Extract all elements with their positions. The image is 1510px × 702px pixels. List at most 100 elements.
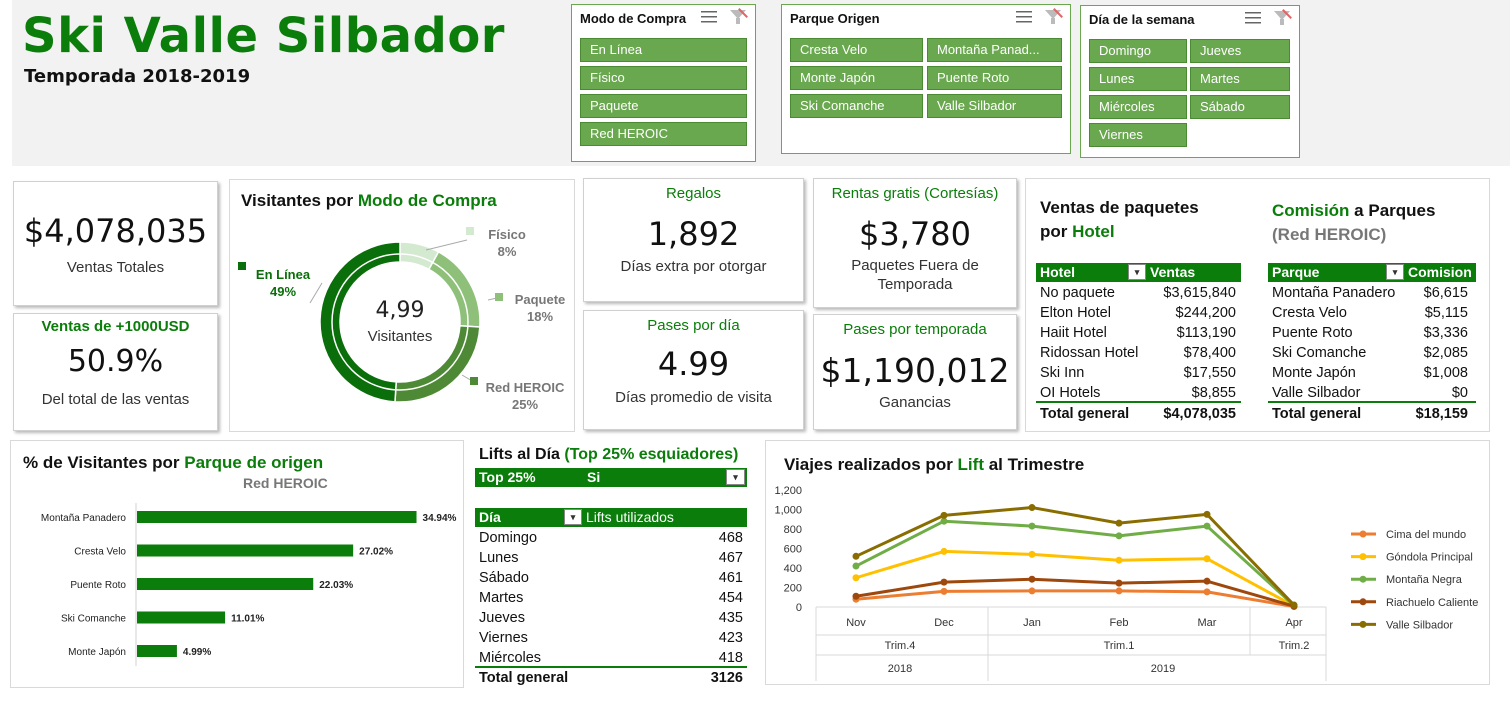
line-title-b: Lift [957, 455, 984, 474]
slice-label-pct: 18% [526, 309, 554, 324]
series-point[interactable] [940, 511, 948, 519]
quarter-label: Trim.1 [1104, 640, 1135, 652]
slicer-item[interactable]: Martes [1190, 67, 1290, 91]
legend-label[interactable]: Cima del mundo [1386, 529, 1466, 541]
col-header-ventas[interactable]: Ventas [1150, 264, 1196, 280]
filter-applied-icon[interactable]: ▾ [726, 469, 745, 485]
slicer-item[interactable]: Montaña Panad... [927, 38, 1062, 62]
series-line[interactable] [855, 589, 1295, 608]
table-row: Ski Inn $17,550 [1040, 363, 1236, 383]
cell-value: 435 [718, 610, 743, 626]
slicer-item[interactable]: Monte Japón [790, 66, 923, 90]
slicer-item[interactable]: Sábado [1190, 95, 1290, 119]
series-point[interactable] [1115, 532, 1123, 540]
series-point[interactable] [1203, 588, 1211, 596]
line-chart-card: Viajes realizados por Lift al Trimestre … [765, 440, 1490, 685]
cell-label: Sábado [479, 570, 529, 586]
slicer-item[interactable]: Viernes [1089, 123, 1187, 147]
series-point[interactable] [1203, 555, 1211, 563]
series-line[interactable] [855, 549, 1295, 608]
cell-value: $113,190 [1176, 325, 1236, 341]
series-point[interactable] [1028, 522, 1036, 530]
slice-label-name: Físico [488, 227, 526, 242]
lifts-filter-row: Top 25% Si ▾ [475, 468, 747, 487]
legend-swatch [470, 377, 478, 385]
slicer-item[interactable]: Domingo [1089, 39, 1187, 63]
series-point[interactable] [852, 562, 860, 570]
donut-card: Visitantes por Modo de Compra 4,99 Visit… [229, 179, 575, 432]
total-label: Total general [1272, 406, 1362, 422]
col-header-lifts[interactable]: Lifts utilizados [586, 509, 674, 525]
cell-value: $244,200 [1175, 305, 1236, 321]
cell-label: Ridossan Hotel [1040, 345, 1139, 361]
bar[interactable] [137, 645, 177, 657]
bar[interactable] [137, 578, 314, 590]
slicer-item[interactable]: En Línea [580, 38, 747, 62]
multi-select-icon[interactable] [701, 9, 719, 25]
donut-center-value: 4,99 [375, 298, 425, 323]
legend-label[interactable]: Góndola Principal [1386, 552, 1473, 564]
col-header-parque[interactable]: Parque [1272, 264, 1320, 280]
series-point[interactable] [1028, 575, 1036, 583]
col-header-hotel[interactable]: Hotel [1040, 264, 1075, 280]
series-point[interactable] [1290, 601, 1298, 609]
series-point[interactable] [940, 587, 948, 595]
series-point[interactable] [1115, 587, 1123, 595]
legend-label[interactable]: Montaña Negra [1386, 574, 1463, 586]
series-point[interactable] [1028, 504, 1036, 512]
slicer-item[interactable]: Paquete [580, 94, 747, 118]
slicer-item[interactable]: Puente Roto [927, 66, 1062, 90]
filter-dropdown-icon[interactable]: ▾ [564, 509, 582, 525]
table-row: Puente Roto $3,336 [1272, 323, 1468, 343]
filter-dropdown-icon[interactable]: ▾ [1128, 264, 1146, 280]
series-point[interactable] [940, 517, 948, 525]
slicer-item[interactable]: Miércoles [1089, 95, 1187, 119]
legend-label[interactable]: Valle Silbador [1386, 619, 1453, 631]
slicer-item[interactable]: Ski Comanche [790, 94, 923, 118]
multi-select-icon[interactable] [1016, 9, 1034, 25]
bar[interactable] [137, 544, 354, 557]
kpi-value: 50.9% [67, 344, 164, 379]
series-point[interactable] [1028, 550, 1036, 558]
series-line[interactable] [855, 519, 1296, 607]
col-header-comision[interactable]: Comision [1408, 264, 1472, 280]
slicer-item[interactable]: Jueves [1190, 39, 1290, 63]
series-line[interactable] [855, 506, 1296, 607]
donut-slice-0[interactable] [319, 241, 401, 403]
series-point[interactable] [1028, 587, 1036, 595]
series-point[interactable] [1115, 556, 1123, 564]
series-point[interactable] [852, 574, 860, 582]
multi-select-icon[interactable] [1245, 10, 1263, 26]
kpi-value: 1,892 [647, 215, 740, 253]
clear-filter-icon[interactable] [1273, 9, 1292, 26]
cell-label: Ski Comanche [1272, 345, 1367, 361]
series-point[interactable] [1115, 579, 1123, 587]
clear-filter-icon[interactable] [729, 8, 748, 25]
series-point[interactable] [852, 592, 860, 600]
legend-label[interactable]: Riachuelo Caliente [1386, 597, 1478, 609]
clear-filter-icon[interactable] [1044, 8, 1063, 25]
bar[interactable] [137, 611, 226, 624]
leader-line [309, 282, 323, 304]
series-point[interactable] [1115, 519, 1123, 527]
cell-value: $3,615,840 [1163, 285, 1236, 301]
slicer-item[interactable]: Red HEROIC [580, 122, 747, 146]
slicer-title: Día de la semana [1089, 12, 1195, 27]
series-point[interactable] [1203, 510, 1211, 518]
series-point[interactable] [852, 552, 860, 560]
table-row: Domingo 468 [479, 528, 743, 548]
donut-title-a: Visitantes por [241, 191, 358, 210]
bar[interactable] [137, 511, 417, 523]
series-point[interactable] [940, 578, 948, 586]
series-line[interactable] [855, 577, 1295, 608]
series-point[interactable] [1203, 522, 1211, 530]
total-label: Total general [1040, 406, 1130, 422]
series-point[interactable] [1203, 577, 1211, 585]
filter-dropdown-icon[interactable]: ▾ [1386, 264, 1404, 280]
slicer-item[interactable]: Físico [580, 66, 747, 90]
series-point[interactable] [940, 547, 948, 555]
slicer-item[interactable]: Cresta Velo [790, 38, 923, 62]
slicer-item[interactable]: Lunes [1089, 67, 1187, 91]
col-header-dia[interactable]: Día [479, 509, 501, 525]
slicer-item[interactable]: Valle Silbador [927, 94, 1062, 118]
